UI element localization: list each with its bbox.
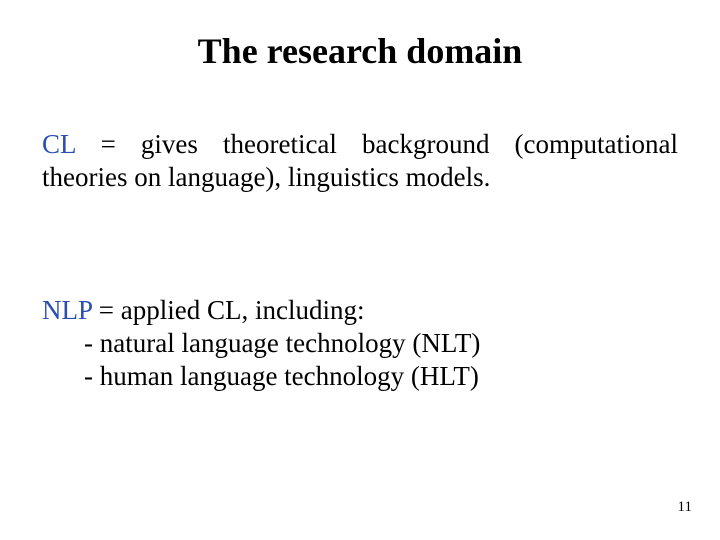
slide-title: The research domain (42, 30, 678, 72)
slide: The research domain CL = gives theoretic… (0, 0, 720, 540)
nlp-line: NLP = applied CL, including: (42, 294, 678, 327)
nlp-block: NLP = applied CL, including: - natural l… (42, 294, 678, 393)
cl-definition: = gives theoretical background (computat… (42, 129, 678, 192)
cl-paragraph: CL = gives theoretical background (compu… (42, 128, 678, 194)
nlp-bullet-nlt: - natural language technology (NLT) (42, 327, 678, 360)
cl-term: CL (42, 129, 76, 159)
nlp-term: NLP (42, 295, 92, 325)
nlp-bullet-hlt: - human language technology (HLT) (42, 360, 678, 393)
nlp-definition: = applied CL, including: (92, 295, 364, 325)
page-number: 11 (678, 499, 692, 516)
